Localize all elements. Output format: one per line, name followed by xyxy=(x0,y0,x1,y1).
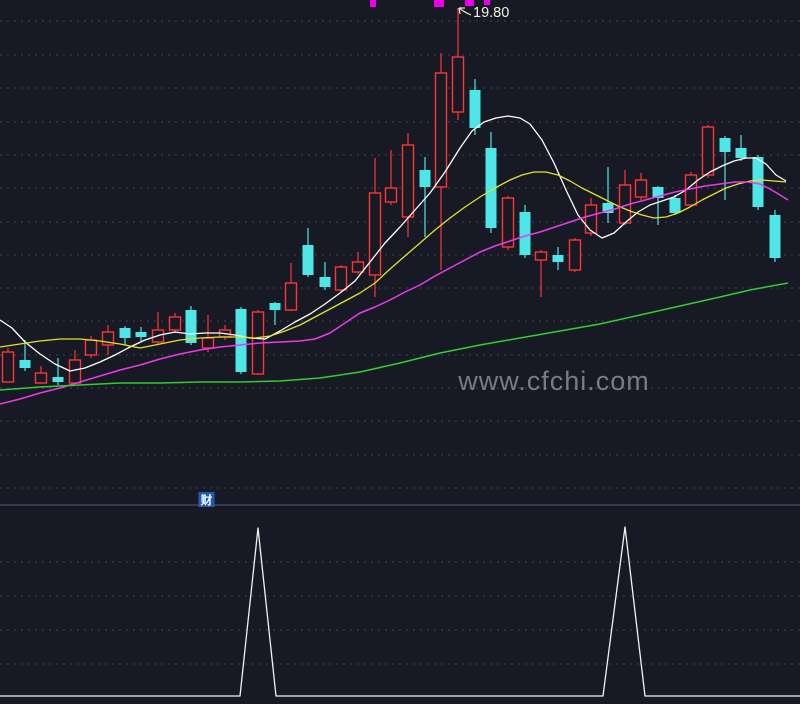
candle-body-down[interactable] xyxy=(519,212,531,255)
candle-body-up[interactable] xyxy=(384,187,398,203)
candle-body-up[interactable] xyxy=(401,144,415,218)
candle-body-down[interactable] xyxy=(185,310,197,343)
indicator-tag-bg xyxy=(198,492,215,507)
indicator-tag[interactable]: 财 xyxy=(198,492,215,507)
candle-body-down[interactable] xyxy=(469,90,481,128)
peak-annotation: 19.80 xyxy=(458,5,509,21)
candle-body-down[interactable] xyxy=(235,309,247,372)
candle-body-up[interactable] xyxy=(201,337,215,349)
candle-body-down[interactable] xyxy=(669,198,681,213)
candle-body-up[interactable] xyxy=(284,282,298,311)
watermark: www.cfchi.com xyxy=(457,366,650,396)
candle-body-up[interactable] xyxy=(534,251,548,261)
indicator-tag-label: 财 xyxy=(200,493,213,507)
candle-body-down[interactable] xyxy=(19,360,31,368)
grid-layer xyxy=(0,20,800,665)
candle-body-up[interactable] xyxy=(1,351,15,383)
candle-body-up[interactable] xyxy=(584,204,598,234)
candle-body-up[interactable] xyxy=(334,266,348,291)
candle-body-up[interactable] xyxy=(168,316,182,331)
candle-body-down[interactable] xyxy=(719,138,731,152)
candle-body-up[interactable] xyxy=(101,331,115,346)
candle-body-down[interactable] xyxy=(119,328,131,338)
candle-body-down[interactable] xyxy=(485,148,497,228)
sub-indicator-layer[interactable] xyxy=(0,526,800,697)
candle-body-up[interactable] xyxy=(351,261,365,273)
candle-body-down[interactable] xyxy=(302,245,314,275)
candle-body-down[interactable] xyxy=(52,377,64,382)
candle-body-up[interactable] xyxy=(34,372,48,384)
candle-body-up[interactable] xyxy=(84,339,98,356)
candle-body-up[interactable] xyxy=(368,192,382,276)
candle-body-down[interactable] xyxy=(735,148,747,158)
candle-body-down[interactable] xyxy=(769,215,781,258)
top-mark xyxy=(465,0,474,6)
candle-body-down[interactable] xyxy=(752,157,764,207)
peak-arrow-icon xyxy=(458,7,472,16)
top-mark xyxy=(484,0,490,5)
candle-body-up[interactable] xyxy=(68,359,82,384)
candle-body-up[interactable] xyxy=(634,179,648,198)
candle-body-down[interactable] xyxy=(419,170,431,187)
candle-body-down[interactable] xyxy=(552,255,564,262)
candle-body-down[interactable] xyxy=(652,187,664,198)
candle-body-up[interactable] xyxy=(701,126,715,176)
candle-body-down[interactable] xyxy=(319,277,331,287)
ma-yellow-line xyxy=(0,171,787,349)
moving-average-layer xyxy=(0,115,789,405)
sub-indicator-line xyxy=(0,526,800,697)
candle-body-up[interactable] xyxy=(568,239,582,271)
peak-arrowhead-icon xyxy=(458,7,465,15)
candle-body-down[interactable] xyxy=(269,303,281,310)
ma-magenta-line xyxy=(0,181,789,405)
top-mark xyxy=(434,0,444,7)
ma-white-line xyxy=(0,115,787,372)
top-marks-layer xyxy=(370,0,490,7)
candle-body-up[interactable] xyxy=(501,197,515,248)
candlestick-layer[interactable] xyxy=(1,8,781,385)
peak-price-label: 19.80 xyxy=(473,5,509,21)
ma-green-line xyxy=(0,282,789,391)
candle-body-down[interactable] xyxy=(602,203,614,213)
candle-body-down[interactable] xyxy=(135,332,147,337)
candle-body-up[interactable] xyxy=(434,72,448,188)
candle-body-up[interactable] xyxy=(451,56,465,113)
top-mark xyxy=(370,0,376,7)
